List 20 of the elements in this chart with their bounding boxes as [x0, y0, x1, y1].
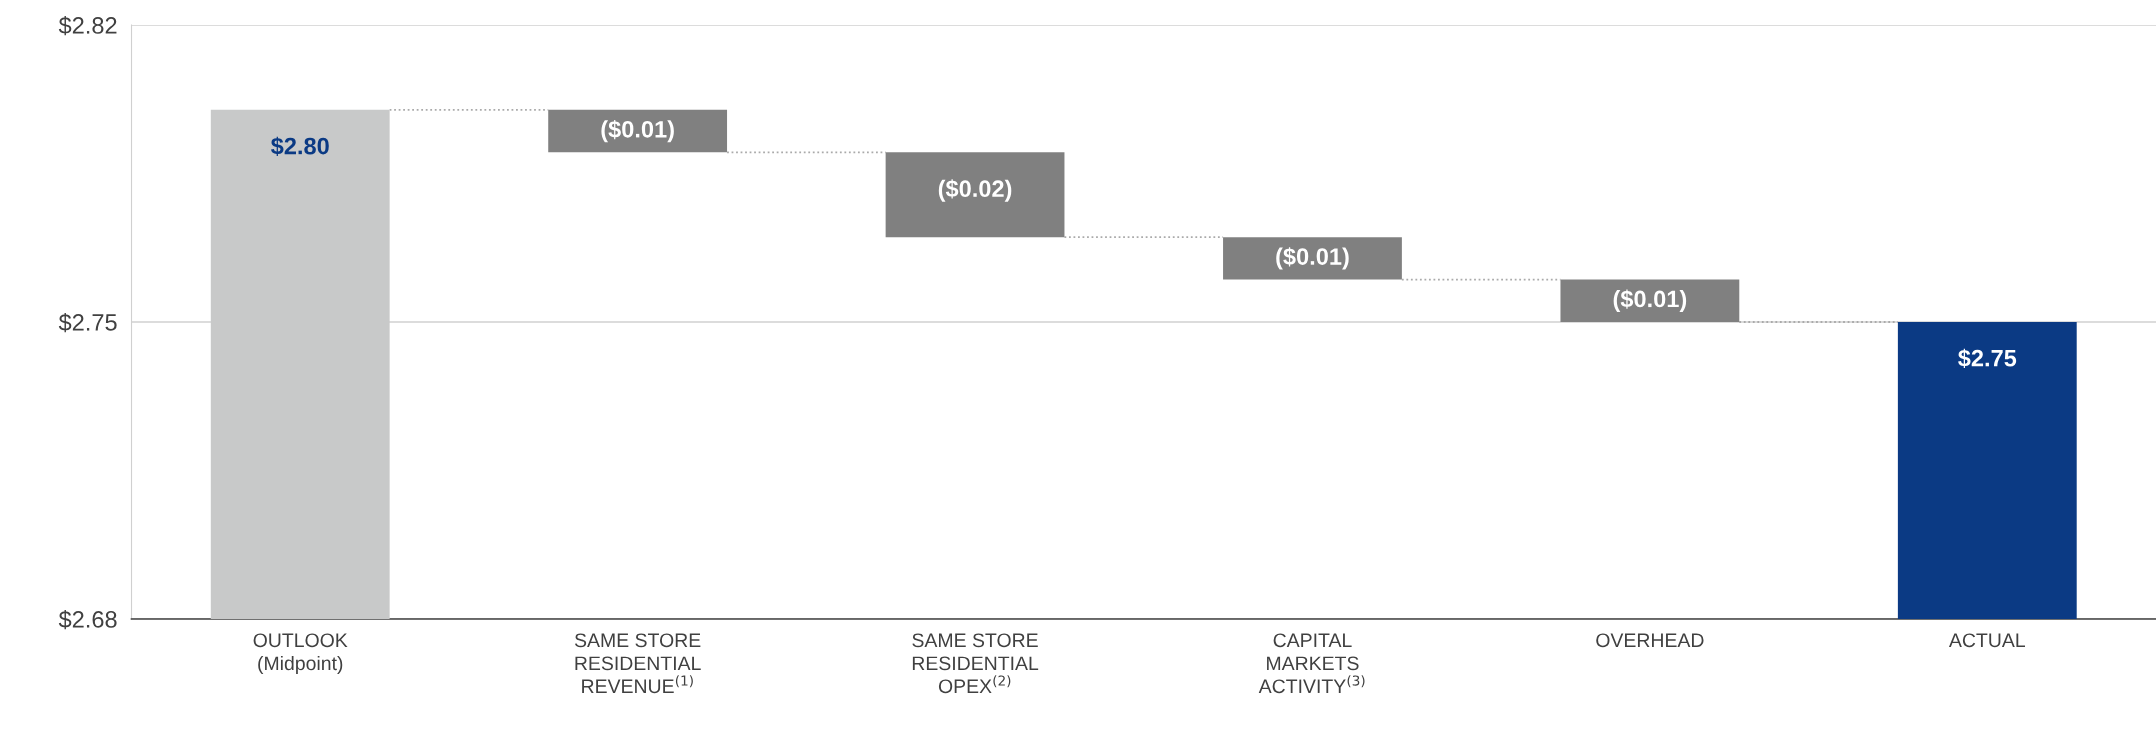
data-label: ($0.01) [1613, 289, 1687, 312]
y-tick-label: $2.68 [58, 610, 117, 630]
x-tick-label: SAME STORE RESIDENTIAL REVENUE$^{(1)}$ [574, 633, 701, 694]
data-label: $2.75 [1958, 348, 2017, 369]
bar [548, 109, 728, 153]
y-tick-label: $2.75 [58, 313, 117, 333]
x-tick-label: CAPITAL MARKETS ACTIVITY$^{(3)}$ [1258, 633, 1365, 694]
bar [1897, 322, 2077, 619]
x-tick-label: SAME STORE RESIDENTIAL OPEX$^{(2)}$ [912, 633, 1039, 694]
bar [885, 152, 1065, 238]
x-tick-label: ACTUAL [1948, 633, 2026, 648]
data-label: ($0.01) [601, 119, 674, 143]
bar [1560, 279, 1740, 322]
data-label: $2.80 [270, 136, 329, 156]
bar [1223, 237, 1402, 280]
y-tick-label: $2.82 [58, 16, 117, 36]
x-tick-label: OVERHEAD [1596, 633, 1704, 648]
data-label: ($0.02) [938, 179, 1012, 202]
x-tick-label: OUTLOOK (Midpoint) [253, 633, 348, 675]
data-label: ($0.01) [1276, 247, 1349, 270]
